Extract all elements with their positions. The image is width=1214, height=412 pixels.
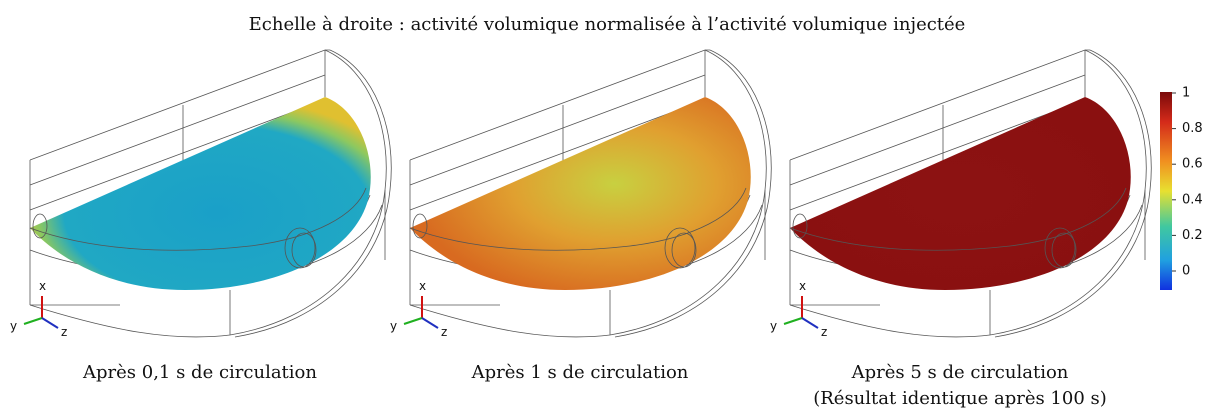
axis-y-label: y (390, 319, 397, 333)
colorbar-tick-label: 0.8 (1182, 121, 1203, 136)
axis-x-label: x (799, 279, 806, 293)
wireframe (994, 49, 1152, 338)
colorbar-tick-label: 0.4 (1182, 192, 1203, 207)
colorbar-tick-label: 0.6 (1182, 157, 1203, 172)
port (32, 213, 48, 239)
port (1051, 232, 1077, 268)
caption-note: (Résultat identique après 100 s) (813, 388, 1107, 409)
wireframe (234, 49, 392, 338)
axis-y-label: y (10, 319, 17, 333)
axis-y (23, 317, 43, 325)
caption: Après 5 s de circulation (851, 362, 1069, 383)
port (664, 227, 696, 269)
field-surface (790, 97, 1131, 290)
inlet-edge (30, 97, 371, 290)
port (792, 213, 808, 239)
surface-arc (409, 187, 747, 251)
axis-y-label: y (770, 319, 777, 333)
port (1044, 227, 1076, 269)
port (671, 232, 697, 268)
axis-z (41, 317, 59, 329)
inlet-edge (410, 97, 751, 290)
axis-z-label: z (61, 325, 67, 339)
panel: x y z Après 5 s de circulation (Résultat ide… (770, 49, 1152, 409)
wireframe (409, 99, 706, 211)
port (412, 213, 428, 239)
axis-z (421, 317, 439, 329)
wireframe (29, 99, 326, 211)
wireframe (409, 74, 706, 186)
port (284, 227, 316, 269)
wireframe (614, 49, 772, 338)
colorbar-tick-label: 1 (1182, 86, 1190, 101)
surface-arc (789, 187, 1127, 251)
panel: x y z Après 1 s de circulation (390, 49, 772, 383)
surface-arc (29, 187, 367, 251)
wireframe (409, 49, 767, 338)
axis-x-label: x (419, 279, 426, 293)
axis-x-label: x (39, 279, 46, 293)
caption: Après 0,1 s de circulation (82, 362, 317, 383)
wireframe (29, 49, 387, 338)
axis-z (801, 317, 819, 329)
axis-y (403, 317, 423, 325)
wireframe (29, 74, 326, 186)
port (291, 232, 317, 268)
colorbar-tick-label: 0.2 (1182, 228, 1203, 243)
axis-z-label: z (441, 325, 447, 339)
caption: Après 1 s de circulation (471, 362, 689, 383)
colorbar-ticks: 1 0.8 0.6 0.4 0.2 0 (1172, 86, 1203, 279)
colorbar (1160, 92, 1172, 290)
axis-y (783, 317, 803, 325)
wireframe (789, 99, 1086, 211)
title: Echelle à droite : activité volumique no… (249, 14, 966, 35)
wireframe (789, 49, 1147, 338)
panels: x y z Après 0,1 s de circulation x y z Après 1 … (10, 49, 1152, 409)
axis-z-label: z (821, 325, 827, 339)
panel: x y z Après 0,1 s de circulation (10, 49, 392, 383)
colorbar-tick-label: 0 (1182, 264, 1190, 279)
wireframe (789, 74, 1086, 186)
